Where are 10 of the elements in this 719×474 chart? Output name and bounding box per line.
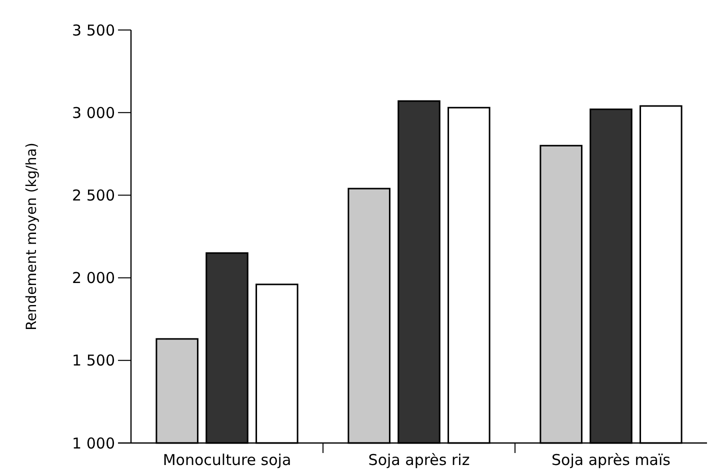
x-tick-label: Soja après riz	[368, 451, 470, 469]
y-tick-label: 2 500	[72, 186, 115, 204]
x-tick-label: Monoculture soja	[162, 451, 292, 469]
x-tick-label: Soja après maïs	[552, 451, 671, 469]
y-tick-label: 3 000	[72, 104, 115, 122]
y-tick-label: 1 000	[72, 434, 115, 452]
y-tick-label: 1 500	[72, 352, 115, 370]
y-tick-label: 2 000	[72, 269, 115, 288]
y-tick-label: 3 500	[72, 21, 115, 40]
y-axis-title: Rendement moyen (kg/ha)	[24, 142, 40, 330]
